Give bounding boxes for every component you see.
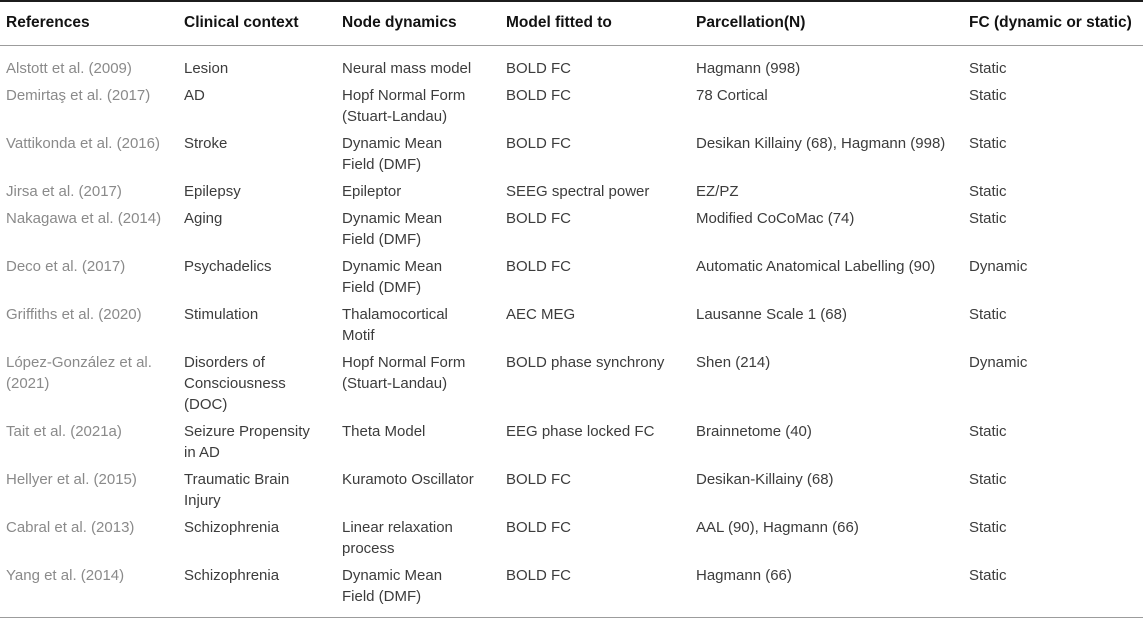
cell-reference: López-González et al. (2021) [6,354,152,392]
cell-parcellation: Automatic Anatomical Labelling (90) [696,258,936,275]
cell-reference: Yang et al. (2014) [6,567,125,584]
column-header-references: References [0,1,184,46]
cell-parcellation: Hagmann (66) [696,567,792,584]
cell-node-dynamics: Theta Model [342,423,426,440]
cell-fc: Static [969,87,1007,104]
cell-clinical-context: Psychadelics [184,258,272,275]
cell-parcellation: AAL (90), Hagmann (66) [696,519,859,536]
table-row: Yang et al. (2014) Schizophrenia Dynamic M… [0,559,1143,618]
cell-model-fitted-to: BOLD FC [506,60,572,77]
table-row: Griffiths et al. (2020) Stimulation Thalam… [0,298,1143,346]
cell-reference: Demirtaş et al. (2017) [6,87,151,104]
cell-node-dynamics: Dynamic Mean Field (DMF) [342,258,443,296]
cell-reference: Deco et al. (2017) [6,258,126,275]
table-row: López-González et al. (2021) Disorders of… [0,346,1143,415]
table-row: Deco et al. (2017) Psychadelics Dynamic Me… [0,250,1143,298]
cell-parcellation: Lausanne Scale 1 (68) [696,306,847,323]
table-header: References Clinical context Node dynamic… [0,1,1143,46]
cell-reference: Jirsa et al. (2017) [6,183,122,200]
table-row: Nakagawa et al. (2014) Aging Dynamic Mean … [0,202,1143,250]
cell-parcellation: Desikan Killainy (68), Hagmann (998) [696,135,946,152]
cell-reference: Nakagawa et al. (2014) [6,210,162,227]
cell-parcellation: Desikan-Killainy (68) [696,471,834,488]
column-header-model-fitted-to: Model fitted to [506,1,696,46]
cell-fc: Dynamic [969,258,1028,275]
cell-model-fitted-to: EEG phase locked FC [506,423,655,440]
cell-model-fitted-to: SEEG spectral power [506,183,650,200]
cell-fc: Static [969,60,1007,77]
column-header-parcellation: Parcellation(N) [696,1,969,46]
cell-fc: Static [969,210,1007,227]
table-row: Demirtaş et al. (2017) AD Hopf Normal Form… [0,79,1143,127]
cell-node-dynamics: Dynamic Mean Field (DMF) [342,567,443,605]
cell-clinical-context: AD [184,87,205,104]
cell-clinical-context: Traumatic Brain Injury [184,471,290,509]
cell-parcellation: Hagmann (998) [696,60,801,77]
cell-fc: Static [969,306,1007,323]
cell-node-dynamics: Epileptor [342,183,402,200]
cell-clinical-context: Lesion [184,60,229,77]
cell-model-fitted-to: BOLD FC [506,519,572,536]
cell-model-fitted-to: AEC MEG [506,306,576,323]
cell-clinical-context: Schizophrenia [184,519,280,536]
cell-model-fitted-to: BOLD FC [506,258,572,275]
cell-reference: Cabral et al. (2013) [6,519,135,536]
cell-fc: Static [969,471,1007,488]
table-row: Hellyer et al. (2015) Traumatic Brain Inj… [0,463,1143,511]
cell-model-fitted-to: BOLD phase synchrony [506,354,665,371]
table-row: Cabral et al. (2013) Schizophrenia Linear … [0,511,1143,559]
cell-reference: Tait et al. (2021a) [6,423,122,440]
cell-clinical-context: Seizure Propensity in AD [184,423,310,461]
table-row: Tait et al. (2021a) Seizure Propensity in… [0,415,1143,463]
cell-parcellation: Shen (214) [696,354,771,371]
column-header-fc: FC (dynamic or static) [969,1,1143,46]
cell-model-fitted-to: BOLD FC [506,210,572,227]
cell-reference: Vattikonda et al. (2016) [6,135,160,152]
cell-parcellation: EZ/PZ [696,183,739,200]
cell-node-dynamics: Linear relaxation process [342,519,453,557]
cell-fc: Static [969,135,1007,152]
cell-node-dynamics: Kuramoto Oscillator [342,471,474,488]
cell-clinical-context: Schizophrenia [184,567,280,584]
cell-node-dynamics: Hopf Normal Form (Stuart-Landau) [342,87,466,125]
cell-parcellation: Brainnetome (40) [696,423,812,440]
cell-clinical-context: Disorders of Consciousness (DOC) [184,354,286,413]
column-header-clinical-context: Clinical context [184,1,342,46]
cell-reference: Hellyer et al. (2015) [6,471,137,488]
cell-node-dynamics: Dynamic Mean Field (DMF) [342,135,443,173]
cell-node-dynamics: Hopf Normal Form (Stuart-Landau) [342,354,466,392]
cell-parcellation: 78 Cortical [696,87,768,104]
cell-model-fitted-to: BOLD FC [506,135,572,152]
cell-clinical-context: Epilepsy [184,183,241,200]
cell-fc: Static [969,423,1007,440]
cell-clinical-context: Stroke [184,135,228,152]
cell-fc: Static [969,567,1007,584]
cell-node-dynamics: Thalamocortical Motif [342,306,448,344]
cell-clinical-context: Stimulation [184,306,259,323]
table-body: Alstott et al. (2009) Lesion Neural mass m… [0,46,1143,618]
column-header-node-dynamics: Node dynamics [342,1,506,46]
cell-fc: Dynamic [969,354,1028,371]
cell-clinical-context: Aging [184,210,223,227]
table-row: Jirsa et al. (2017) Epilepsy Epileptor SEEG… [0,175,1143,202]
cell-model-fitted-to: BOLD FC [506,471,572,488]
table-row: Alstott et al. (2009) Lesion Neural mass m… [0,46,1143,80]
cell-parcellation: Modified CoCoMac (74) [696,210,855,227]
table-row: Vattikonda et al. (2016) Stroke Dynamic Me… [0,127,1143,175]
cell-fc: Static [969,183,1007,200]
cell-reference: Alstott et al. (2009) [6,60,132,77]
cell-model-fitted-to: BOLD FC [506,87,572,104]
cell-model-fitted-to: BOLD FC [506,567,572,584]
cell-reference: Griffiths et al. (2020) [6,306,142,323]
cell-node-dynamics: Neural mass model [342,60,472,77]
cell-fc: Static [969,519,1007,536]
cell-node-dynamics: Dynamic Mean Field (DMF) [342,210,443,248]
header-row: References Clinical context Node dynamic… [0,1,1143,46]
